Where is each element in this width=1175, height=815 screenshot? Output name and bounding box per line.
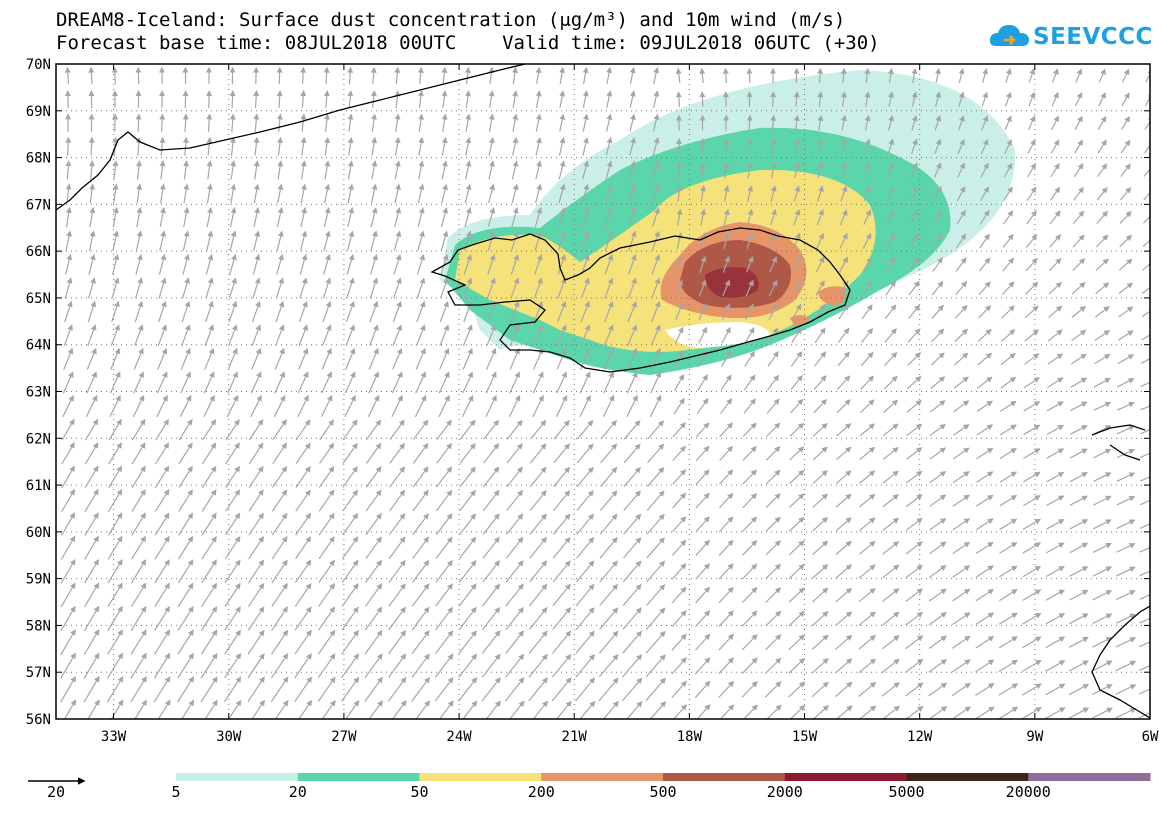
colorbar-label-5000: 5000 bbox=[888, 783, 925, 801]
scotland-coast bbox=[1091, 605, 1150, 719]
colorbar-label-5: 5 bbox=[171, 783, 181, 801]
cloud-icon bbox=[989, 25, 1029, 46]
seevccc-logo: SEEVCCC bbox=[988, 18, 1168, 58]
lon-label-21W: 21W bbox=[562, 729, 588, 745]
greenland-coast bbox=[56, 64, 526, 211]
colorbar-segment-8 bbox=[1028, 773, 1151, 781]
colorbar-segment-3 bbox=[419, 773, 542, 781]
lat-label-66N: 66N bbox=[26, 244, 51, 260]
lat-label-65N: 65N bbox=[26, 291, 51, 307]
map-title-line-2: Forecast base time: 08JUL2018 00UTC Vali… bbox=[56, 32, 880, 54]
lon-label-30W: 30W bbox=[216, 729, 242, 745]
lon-label-12W: 12W bbox=[907, 729, 933, 745]
coastlines bbox=[56, 64, 1150, 719]
lat-label-58N: 58N bbox=[26, 618, 51, 634]
lat-label-68N: 68N bbox=[26, 151, 51, 167]
lon-label-18W: 18W bbox=[677, 729, 703, 745]
lat-label-64N: 64N bbox=[26, 338, 51, 354]
colorbar-segment-7 bbox=[906, 773, 1029, 781]
colorbar-label-20000: 20000 bbox=[1005, 783, 1051, 801]
lat-label-57N: 57N bbox=[26, 665, 51, 681]
colorbar-segment-2 bbox=[297, 773, 420, 781]
lat-label-69N: 69N bbox=[26, 104, 51, 120]
concentration-colorbar bbox=[176, 773, 1151, 781]
colorbar-label-20: 20 bbox=[288, 783, 307, 801]
lat-label-61N: 61N bbox=[26, 478, 51, 494]
lat-label-70N: 70N bbox=[26, 57, 51, 73]
iceland-coast bbox=[430, 227, 851, 373]
lon-label-24W: 24W bbox=[446, 729, 472, 745]
colorbar-label-2000: 2000 bbox=[766, 783, 803, 801]
colorbar-segment-6 bbox=[784, 773, 907, 781]
lon-label-27W: 27W bbox=[331, 729, 357, 745]
lat-label-56N: 56N bbox=[26, 712, 51, 728]
colorbar-segment-1 bbox=[176, 773, 299, 781]
longitude-axis-labels: 33W 30W 27W 24W 21W 18W 15W 12W 9W 6W bbox=[101, 64, 1159, 745]
lat-lon-grid bbox=[56, 64, 1150, 719]
lat-label-67N: 67N bbox=[26, 197, 51, 213]
lat-label-63N: 63N bbox=[26, 385, 51, 401]
lat-label-60N: 60N bbox=[26, 525, 51, 541]
colorbar-segment-4 bbox=[541, 773, 664, 781]
colorbar-label-200: 200 bbox=[527, 783, 555, 801]
lon-label-9W: 9W bbox=[1026, 729, 1043, 745]
lat-label-62N: 62N bbox=[26, 431, 51, 447]
logo-text: SEEVCCC bbox=[1033, 24, 1153, 50]
map-title-line-1: DREAM8-Iceland: Surface dust concentrati… bbox=[56, 9, 846, 31]
faroe-coast bbox=[1091, 424, 1146, 461]
wind-vector-field bbox=[60, 66, 1150, 719]
colorbar-label-50: 50 bbox=[410, 783, 429, 801]
vector-reference-value: 20 bbox=[46, 783, 66, 801]
lon-label-33W: 33W bbox=[101, 729, 127, 745]
dust-contour-2000 bbox=[705, 267, 759, 298]
lat-label-59N: 59N bbox=[26, 572, 51, 588]
lon-label-15W: 15W bbox=[792, 729, 818, 745]
lon-label-6W: 6W bbox=[1142, 729, 1159, 745]
latitude-axis-labels: 70N 69N 68N 67N 66N 65N 64N 63N 62N 61N 60N 59N 58N 5… bbox=[26, 57, 1150, 728]
colorbar-label-500: 500 bbox=[649, 783, 677, 801]
colorbar-segment-5 bbox=[663, 773, 786, 781]
